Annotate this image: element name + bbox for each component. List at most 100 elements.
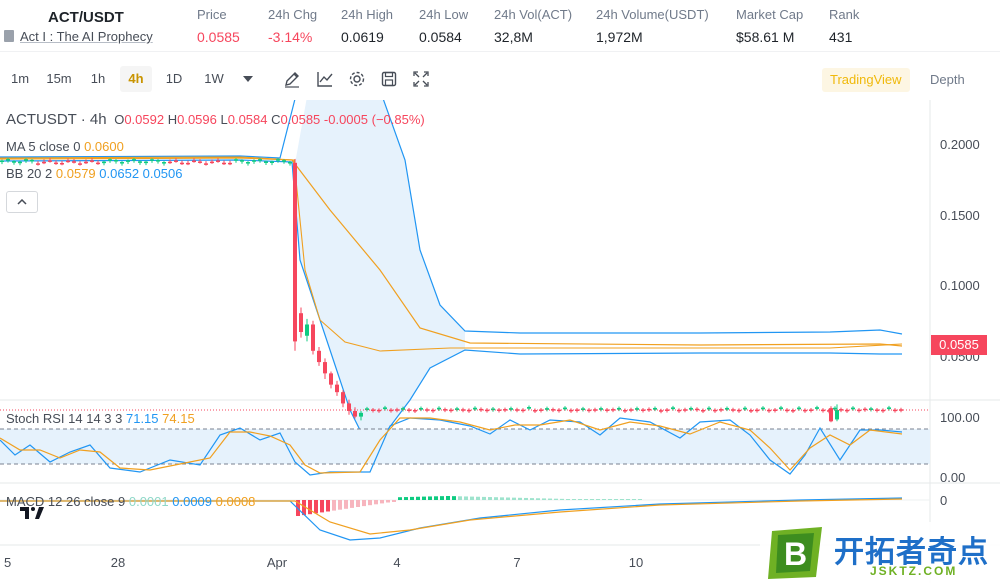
rsi-tick-label: 0.00: [940, 470, 965, 485]
macd-hist-bar: [488, 497, 492, 500]
candle: [659, 410, 663, 412]
bb-lower-value: 0.0506: [142, 166, 183, 181]
macd-hist-bar: [626, 499, 630, 500]
stat-value: 1,972M: [596, 29, 643, 45]
collapse-legend-button[interactable]: [6, 191, 38, 213]
price-tick-label: 0.2000: [940, 137, 980, 152]
macd-hist-bar: [512, 497, 516, 500]
candle: [533, 410, 537, 412]
candle: [431, 409, 435, 412]
watermark-sub: JSKTZ.COM: [870, 564, 958, 578]
tradingview-mode-button[interactable]: TradingView: [822, 68, 910, 92]
tradingview-logo-icon[interactable]: [20, 505, 44, 521]
stat-label: Rank: [829, 7, 860, 22]
timeframe-1m[interactable]: 1m: [10, 71, 30, 86]
watermark-text: 开拓者奇点: [834, 536, 989, 569]
timeframe-15m[interactable]: 15m: [46, 71, 72, 86]
candle: [108, 159, 112, 161]
macd-label: MACD 12 26 close 9: [6, 494, 126, 509]
macd-line-value: 0.0009: [172, 494, 213, 509]
expand-icon[interactable]: [410, 68, 432, 90]
x-tick-label: Apr: [267, 555, 288, 570]
depth-mode-button[interactable]: Depth: [930, 72, 965, 87]
candle: [829, 408, 833, 422]
candle: [60, 162, 64, 165]
timeframe-1h[interactable]: 1h: [90, 71, 106, 86]
candle: [623, 410, 627, 412]
chart-toolbar: 1m 15m 1h 4h 1D 1W TradingView Depth: [0, 63, 1000, 95]
candle: [653, 407, 657, 410]
pair-title[interactable]: ACT/USDT: [48, 9, 124, 26]
stat-label: 24h Chg: [268, 7, 318, 22]
macd-hist-bar: [434, 496, 438, 500]
macd-hist-bar: [638, 499, 642, 500]
candle: [635, 408, 639, 410]
bb-upper-line: [0, 100, 903, 335]
macd-hist-bar: [500, 497, 504, 500]
line-chart-icon[interactable]: [314, 68, 336, 90]
gear-icon[interactable]: [346, 68, 368, 90]
token-name-link[interactable]: Act I : The AI Prophecy: [4, 29, 153, 44]
macd-hist-bar: [620, 499, 624, 500]
timeframe-1d[interactable]: 1D: [165, 71, 183, 86]
candle: [413, 410, 417, 412]
candle: [156, 160, 160, 162]
timeframe-1w[interactable]: 1W: [204, 71, 224, 86]
chart-area[interactable]: 0.2000 0.1500 0.1000 0.0500 100.00 0.00 0 5 28 Ap…: [0, 100, 1000, 583]
candle: [24, 159, 28, 161]
candle: [30, 159, 34, 162]
save-icon[interactable]: [378, 68, 400, 90]
bb-legend[interactable]: BB 20 2 0.0579 0.0652 0.0506: [6, 166, 182, 181]
candle: [689, 407, 693, 410]
change-value: -0.0005 (−0.85%): [323, 112, 425, 127]
candle: [186, 162, 190, 165]
candle: [36, 163, 40, 165]
candle: [84, 161, 88, 164]
candle: [863, 408, 867, 411]
bb-mid-value: 0.0579: [55, 166, 96, 181]
bb-upper-value: 0.0652: [99, 166, 140, 181]
candle: [305, 324, 309, 336]
chevron-down-icon[interactable]: [237, 68, 259, 90]
site-watermark: B 开拓者奇点 JSKTZ.COM: [760, 522, 1000, 583]
timeframe-4h[interactable]: 4h: [120, 66, 152, 92]
candle: [887, 407, 891, 410]
macd-hist-bar: [326, 500, 330, 512]
macd-legend[interactable]: MACD 12 26 close 9 0.0001 0.0009 0.0008: [6, 494, 255, 509]
candle: [216, 160, 220, 162]
macd-hist-bar: [596, 499, 600, 500]
macd-hist-bar: [572, 499, 576, 500]
candle: [341, 392, 345, 404]
stat-value: 431: [829, 29, 853, 45]
candle: [527, 407, 531, 409]
bb-label: BB 20 2: [6, 166, 53, 181]
macd-hist-bar: [614, 499, 618, 500]
pencil-icon[interactable]: [281, 68, 303, 90]
stat-24h-low: 24h Low 0.0584: [419, 7, 468, 45]
macd-signal-value: 0.0008: [215, 494, 256, 509]
stoch-rsi-legend[interactable]: Stoch RSI 14 14 3 3 71.15 74.15: [6, 411, 195, 426]
candle: [252, 160, 256, 162]
macd-hist-bar: [464, 496, 468, 500]
candle: [48, 160, 52, 162]
stat-label: 24h Low: [419, 7, 469, 22]
candle: [767, 409, 771, 412]
bb-lower-line: [0, 159, 902, 441]
price-tick-label: 0.1000: [940, 278, 980, 293]
candle: [126, 160, 130, 162]
candle: [18, 161, 22, 164]
candle: [707, 407, 711, 410]
rsi-label: Stoch RSI 14 14 3 3: [6, 411, 123, 426]
candle: [455, 408, 459, 411]
stoch-rsi-d-line: [0, 417, 903, 474]
macd-hist-bar: [602, 499, 606, 500]
stat-label: Market Cap: [736, 7, 804, 22]
candle: [96, 162, 100, 165]
stat-value: 32,8M: [494, 29, 533, 45]
candle: [0, 160, 4, 163]
candle: [881, 409, 885, 412]
rsi-tick-label: 100.00: [940, 410, 980, 425]
macd-hist-bar: [608, 499, 612, 500]
ma-legend[interactable]: MA 5 close 0 0.0600: [6, 139, 124, 154]
